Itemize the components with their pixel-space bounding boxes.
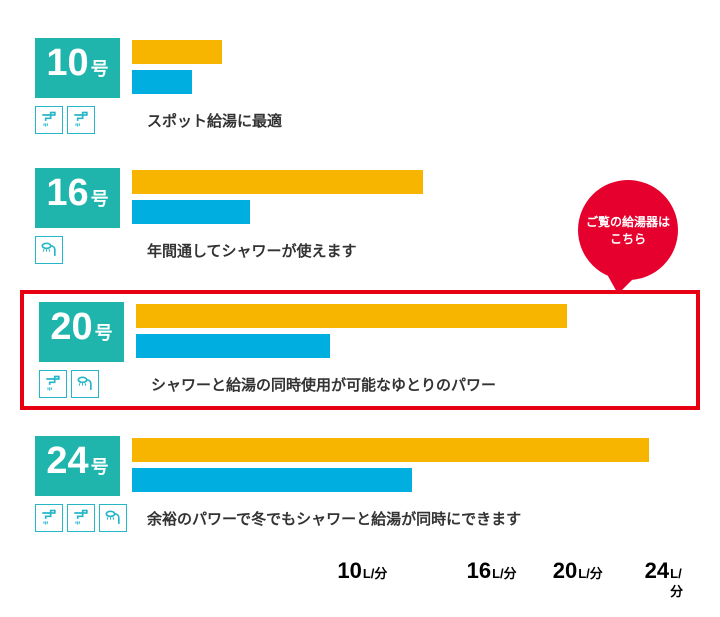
row-description: スポット給湯に最適 [147, 110, 282, 131]
bars [136, 302, 696, 364]
bar-summer [132, 438, 649, 462]
faucet-icon [35, 504, 63, 532]
badge-unit: 号 [91, 55, 109, 81]
bars [132, 436, 700, 498]
badge-20: 20号 [39, 302, 124, 362]
badge-unit: 号 [91, 185, 109, 211]
callout-line1: ご覧の給湯器は [586, 213, 670, 230]
row-10: 10号スポット給湯に最適 [20, 30, 700, 142]
axis-tick-unit: L/分 [492, 563, 517, 582]
axis-tick-value: 24 [645, 558, 669, 584]
row-description: シャワーと給湯の同時使用が可能なゆとりのパワー [151, 374, 496, 395]
bar-summer [132, 170, 423, 194]
faucet-icon [67, 106, 95, 134]
bar-winter [132, 468, 412, 492]
icon-group [39, 370, 139, 398]
badge-number: 16 [46, 174, 88, 212]
axis-tick-value: 16 [467, 558, 491, 584]
bar-winter [136, 334, 330, 358]
axis-tick-value: 10 [337, 558, 361, 584]
bar-winter [132, 200, 250, 224]
icon-group [35, 236, 135, 264]
callout-bubble[interactable]: ご覧の給湯器は こちら [578, 180, 678, 280]
bar-summer [136, 304, 567, 328]
axis-tick-unit: L/分 [670, 566, 683, 600]
faucet-icon [67, 504, 95, 532]
shower-icon [35, 236, 63, 264]
shower-icon [71, 370, 99, 398]
axis-tick: 16L/分 [467, 558, 517, 584]
bars [132, 38, 700, 100]
bar-winter [132, 70, 192, 94]
badge-unit: 号 [95, 319, 113, 345]
row-20: 20号シャワーと給湯の同時使用が可能なゆとりのパワー [20, 290, 700, 410]
row-description: 年間通してシャワーが使えます [147, 240, 357, 261]
axis-tick: 20L/分 [553, 558, 603, 584]
row-description: 余裕のパワーで冬でもシャワーと給湯が同時にできます [147, 508, 521, 529]
faucet-icon [39, 370, 67, 398]
badge-16: 16号 [35, 168, 120, 228]
badge-number: 10 [46, 44, 88, 82]
callout-line2: こちら [610, 230, 646, 247]
badge-number: 20 [50, 308, 92, 346]
axis-tick: 24L/分 [645, 558, 683, 600]
badge-24: 24号 [35, 436, 120, 496]
badge-unit: 号 [91, 453, 109, 479]
axis-tick-unit: L/分 [578, 563, 603, 582]
axis-tick-value: 20 [553, 558, 577, 584]
x-axis: 10L/分16L/分20L/分24L/分 [147, 558, 700, 588]
bar-summer [132, 40, 222, 64]
shower-icon [99, 504, 127, 532]
water-heater-capacity-chart: 10号スポット給湯に最適16号年間通してシャワーが使えます20号シャワーと給湯の… [0, 0, 720, 598]
axis-tick: 10L/分 [337, 558, 387, 584]
row-24: 24号余裕のパワーで冬でもシャワーと給湯が同時にできます [20, 428, 700, 540]
faucet-icon [35, 106, 63, 134]
icon-group [35, 106, 135, 134]
callout-tail [608, 276, 636, 294]
axis-tick-unit: L/分 [363, 563, 388, 582]
icon-group [35, 504, 135, 532]
badge-number: 24 [46, 442, 88, 480]
badge-10: 10号 [35, 38, 120, 98]
